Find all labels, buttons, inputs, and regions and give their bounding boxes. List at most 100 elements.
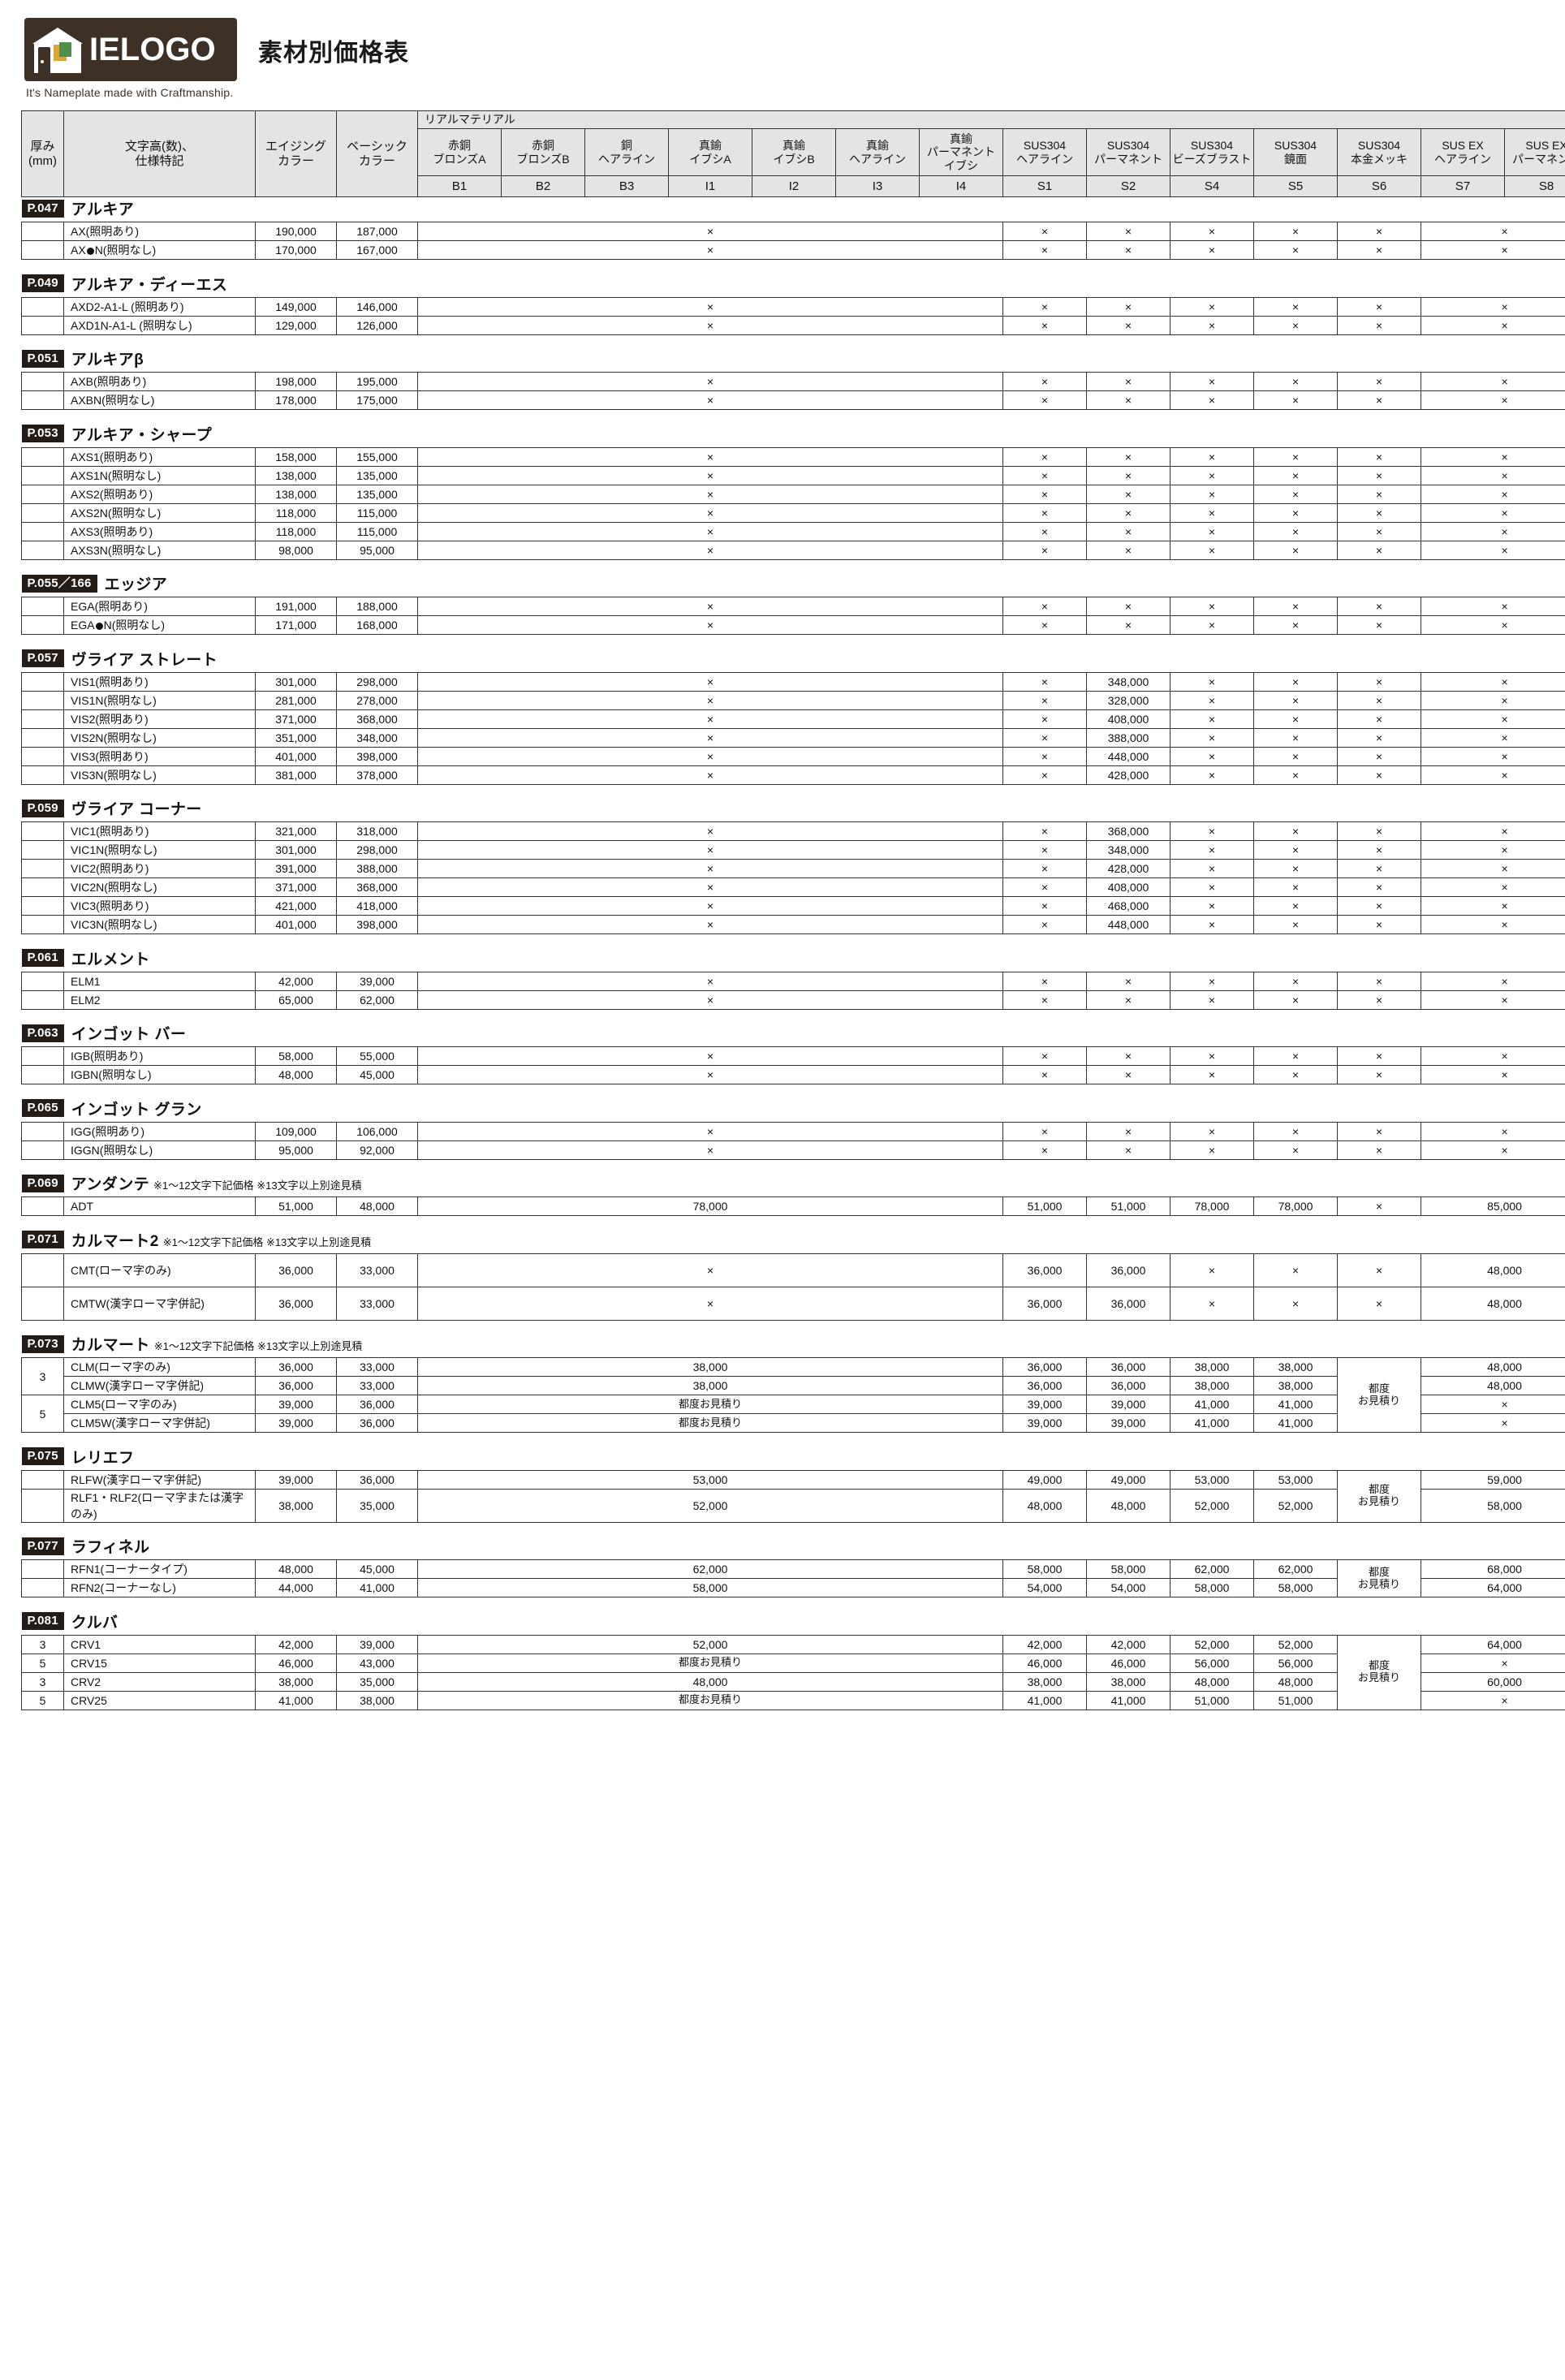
cell-spec: VIC1(照明あり) <box>63 821 256 841</box>
cell-spec: VIS2(照明あり) <box>63 709 256 729</box>
page-badge[interactable]: P.055／166 <box>21 574 97 593</box>
cell-basic-color: 33,000 <box>336 1286 418 1321</box>
cell-basic-color: 62,000 <box>336 990 418 1010</box>
cell-real-material-b1-i4: × <box>417 390 1003 410</box>
cell-s2: 428,000 <box>1086 859 1171 878</box>
cell-s1: × <box>1002 859 1087 878</box>
table-row: 5 CRV25 41,000 38,000 都度お見積り 41,000 41,000 51,0… <box>21 1690 1565 1710</box>
cell-s4: × <box>1170 671 1254 692</box>
cell-real-material-b1-i4: × <box>417 465 1003 485</box>
section-spacer <box>21 334 1565 347</box>
cell-basic-color: 155,000 <box>336 446 418 467</box>
cell-s6: × <box>1337 690 1421 710</box>
cell-real-material-b1-i4: × <box>417 446 1003 467</box>
section-header: P.055／166 エッジア <box>21 572 1565 597</box>
cell-s6-quote: 都度 お見積り <box>1337 1357 1421 1433</box>
cell-thickness <box>21 465 64 485</box>
quote-line1: 都度 <box>1368 1659 1390 1672</box>
cell-s6: × <box>1337 240 1421 260</box>
section-title: アルキア・シャープ <box>71 426 213 444</box>
page-badge[interactable]: P.065 <box>21 1099 64 1117</box>
quote-line1: 都度 <box>1368 1483 1390 1496</box>
page-badge[interactable]: P.077 <box>21 1537 64 1555</box>
cell-s2: 448,000 <box>1086 915 1171 934</box>
page-badge[interactable]: P.049 <box>21 274 64 292</box>
cell-s7-s8: × <box>1420 821 1565 841</box>
cell-spec: CLMW(漢字ローマ字併記) <box>63 1376 256 1395</box>
cell-s6: × <box>1337 971 1421 991</box>
cell-basic-color: 106,000 <box>336 1121 418 1141</box>
cell-real-material-b1-i4: × <box>417 1253 1003 1287</box>
material-label-line3: イブシ <box>944 158 978 172</box>
cell-s1: × <box>1002 1046 1087 1066</box>
cell-s2: 468,000 <box>1086 896 1171 916</box>
section-title: カルマート ※1〜12文字下記価格 ※13文字以上別途見積 <box>71 1337 363 1354</box>
table-row: VIC2(照明あり) 391,000 388,000 × × 428,000 × × × × <box>21 859 1565 878</box>
cell-spec: IGB(照明あり) <box>63 1046 256 1066</box>
cell-s5: × <box>1253 1046 1338 1066</box>
cell-spec: CRV25 <box>63 1690 256 1710</box>
cell-real-material-b1-i4: × <box>417 896 1003 916</box>
cell-s7-s8: × <box>1420 859 1565 878</box>
cell-s6: × <box>1337 896 1421 916</box>
cell-s6: × <box>1337 1121 1421 1141</box>
cell-real-material-b1-i4: 38,000 <box>417 1376 1003 1395</box>
cell-s2: × <box>1086 315 1171 335</box>
page-badge[interactable]: P.063 <box>21 1024 64 1042</box>
cell-s7-s8: × <box>1420 709 1565 729</box>
cell-s2: 41,000 <box>1086 1690 1171 1710</box>
cell-s6: × <box>1337 1196 1421 1216</box>
section-title: インゴット バー <box>71 1026 187 1043</box>
cell-s5: × <box>1253 502 1338 523</box>
cell-real-material-b1-i4: × <box>417 671 1003 692</box>
cell-s2: 388,000 <box>1086 727 1171 748</box>
cell-spec: CMTW(漢字ローマ字併記) <box>63 1286 256 1321</box>
price-table: 厚み (mm) 文字高(数)、 仕様特記 エイジング カラー ベーシック カラー… <box>21 110 1565 1710</box>
quote-line2: お見積り <box>1357 1577 1400 1590</box>
cell-s4: × <box>1170 971 1254 991</box>
cell-s5: × <box>1253 1065 1338 1084</box>
cell-s4: 53,000 <box>1170 1469 1254 1490</box>
cell-aging-color: 51,000 <box>255 1196 337 1216</box>
cell-s1: × <box>1002 446 1087 467</box>
cell-s1: × <box>1002 709 1087 729</box>
table-row: CMTW(漢字ローマ字併記) 36,000 33,000 × 36,000 36,000 ×… <box>21 1286 1565 1321</box>
page-badge[interactable]: P.051 <box>21 349 64 368</box>
cell-s2: 368,000 <box>1086 821 1171 841</box>
cell-s5: × <box>1253 990 1338 1010</box>
page-badge[interactable]: P.075 <box>21 1447 64 1465</box>
cell-s2: 46,000 <box>1086 1653 1171 1673</box>
material-label-line2: パーマネント <box>1094 152 1162 166</box>
cell-real-material-b1-i4: × <box>417 690 1003 710</box>
table-row: AXS3N(照明なし) 98,000 95,000 × × × × × × × <box>21 540 1565 560</box>
cell-thickness <box>21 821 64 841</box>
cell-aging-color: 401,000 <box>255 915 337 934</box>
page-badge[interactable]: P.053 <box>21 425 64 442</box>
cell-thickness <box>21 1469 64 1490</box>
page-badge[interactable]: P.081 <box>21 1612 64 1630</box>
cell-s4: × <box>1170 765 1254 785</box>
cell-s5: × <box>1253 296 1338 317</box>
cell-spec: AXD2-A1-L (照明あり) <box>63 296 256 317</box>
cell-s7-s8: 60,000 <box>1420 1671 1565 1692</box>
cell-real-material-b1-i4: × <box>417 915 1003 934</box>
cell-spec: AXS1(照明あり) <box>63 446 256 467</box>
page-badge[interactable]: P.069 <box>21 1174 64 1192</box>
cell-s2: 348,000 <box>1086 671 1171 692</box>
page-badge[interactable]: P.061 <box>21 949 64 967</box>
cell-s7-s8: × <box>1420 990 1565 1010</box>
page-badge[interactable]: P.073 <box>21 1334 64 1353</box>
cell-thickness <box>21 222 64 241</box>
page-badge[interactable]: P.059 <box>21 799 64 817</box>
cell-s4: 48,000 <box>1170 1671 1254 1692</box>
page-badge[interactable]: P.071 <box>21 1231 64 1248</box>
cell-s7-s8: × <box>1420 521 1565 541</box>
cell-s5: 48,000 <box>1253 1671 1338 1692</box>
cell-s5: 38,000 <box>1253 1357 1338 1377</box>
page-badge[interactable]: P.047 <box>21 199 64 218</box>
cell-s2: × <box>1086 390 1171 410</box>
cell-basic-color: 92,000 <box>336 1140 418 1160</box>
cell-s7-s8: × <box>1420 1395 1565 1414</box>
cell-s5: × <box>1253 372 1338 391</box>
page-badge[interactable]: P.057 <box>21 649 64 667</box>
